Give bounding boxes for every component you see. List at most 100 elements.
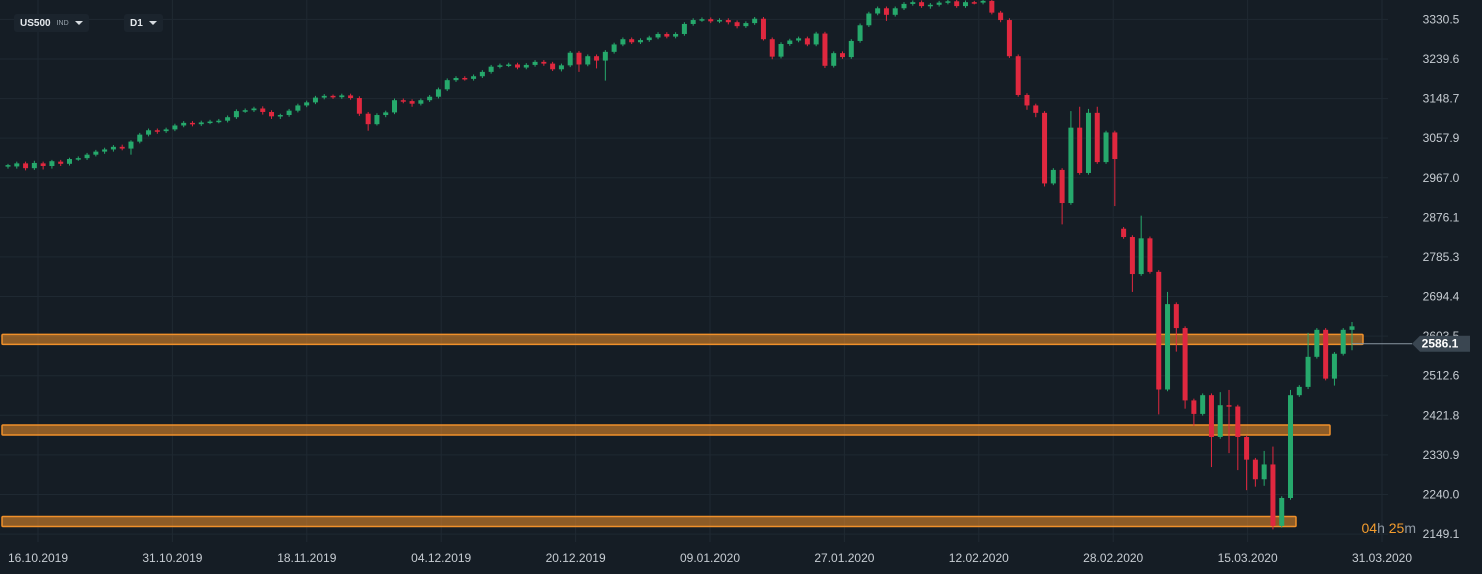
candle [1349,321,1355,351]
candle-body [225,117,231,121]
candle-body [260,108,266,112]
candle [760,16,766,41]
candle-body [1085,112,1091,173]
candle-body [840,53,846,58]
y-tick-label: 3057.9 [1423,131,1460,145]
candle [866,11,872,28]
candle-body [1138,238,1144,275]
candle-body [1094,112,1100,163]
candle-body [383,112,389,116]
candle [1182,326,1188,409]
candle-body [831,53,837,66]
candle-body [14,163,20,167]
candle [1314,328,1320,359]
candle-body [277,115,283,117]
candle [453,76,459,82]
candle [523,63,529,70]
candle [506,62,512,68]
candle-body [664,33,670,37]
candle-body [128,141,134,149]
y-tick-label: 2330.9 [1423,448,1460,462]
candle [681,22,687,36]
candle-body [444,80,450,90]
candle-body [374,115,380,125]
candle-body [1121,228,1127,238]
timer-hours-unit: h [1377,520,1385,536]
candle [998,10,1004,23]
candle [295,103,301,113]
candle-body [919,2,925,7]
candle-body [453,77,459,81]
candle [673,32,679,39]
support-resistance-zones [1,333,1364,528]
candle [1323,328,1329,381]
candle-body [330,95,336,98]
candle [321,94,327,100]
candle [488,64,494,74]
candle-body [936,2,942,5]
timeframe-selector[interactable]: D1 [124,14,163,32]
candle-body [1331,353,1337,379]
candle-body [1042,112,1048,184]
candle-body [479,71,485,77]
candle [927,3,933,9]
candle [945,0,951,5]
candle-body [962,2,968,7]
candle-body [392,100,398,113]
candle [146,128,152,137]
candle [655,32,661,40]
price-zone [1,424,1331,436]
candle-body [813,33,819,45]
candle [181,121,187,128]
candle-body [541,61,547,64]
candle [40,161,46,170]
candle-body [971,2,977,4]
candle [585,54,591,67]
candle-body [409,101,415,104]
current-price-label: 2586.1 [1422,337,1459,351]
candle-body [1006,20,1012,57]
candle-body [954,1,960,7]
candle [497,63,503,69]
candle [128,140,134,155]
candle-body [892,8,898,15]
candle-body [875,8,881,14]
candle-body [523,64,529,68]
candle-body [418,100,424,104]
candle-body [927,4,933,7]
candle-body [75,158,81,160]
candle-body [1077,127,1083,173]
y-tick-label: 3148.7 [1423,92,1460,106]
candle-body [295,105,301,111]
timer-hours: 04 [1361,520,1378,536]
candle-countdown-timer: 04h 25m [1361,520,1416,536]
candle [752,16,758,25]
x-tick-label: 15.03.2020 [1218,551,1278,565]
y-tick-label: 3330.5 [1423,12,1460,26]
candle-body [787,40,793,45]
candle [1006,18,1012,58]
candle-body [1226,405,1232,407]
candle [400,98,406,104]
candle [110,145,116,152]
candle-body [233,111,239,118]
candle-body [769,39,775,57]
candle-body [620,39,626,45]
y-tick-label: 3239.6 [1423,52,1460,66]
candle [1191,398,1197,426]
candle-body [172,125,178,130]
timer-minutes: 25 [1388,520,1405,536]
candle [804,36,810,47]
axis-labels: 3330.5 3239.6 3148.7 3057.9 2967.0 2876.1 2785… [8,12,1460,565]
candle [75,156,81,161]
symbol-selector[interactable]: US500 IND [14,14,89,32]
candle-body [743,23,749,27]
candle-body [734,22,740,27]
candle [163,127,169,133]
candle [1024,93,1030,110]
candle-body [804,38,810,45]
candle-body [1173,304,1179,329]
candle [857,23,863,43]
candle [1217,392,1223,439]
